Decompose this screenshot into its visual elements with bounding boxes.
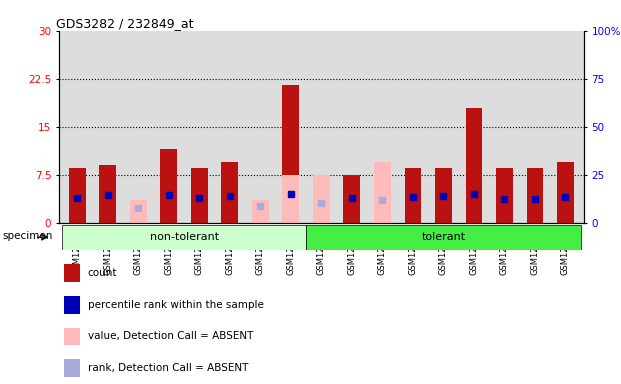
Text: value, Detection Call = ABSENT: value, Detection Call = ABSENT	[88, 331, 253, 341]
Bar	[343, 175, 360, 223]
Bar	[557, 162, 574, 223]
Bar	[191, 168, 207, 223]
Text: tolerant: tolerant	[421, 232, 466, 242]
Bar	[99, 165, 116, 223]
Bar	[435, 168, 452, 223]
Text: non-tolerant: non-tolerant	[150, 232, 219, 242]
Bar	[527, 168, 543, 223]
Text: percentile rank within the sample: percentile rank within the sample	[88, 300, 264, 310]
Bar	[252, 200, 269, 223]
Bar	[374, 162, 391, 223]
Bar	[222, 162, 238, 223]
Bar	[64, 264, 80, 282]
Bar	[62, 225, 306, 250]
Text: count: count	[88, 268, 117, 278]
Bar	[466, 108, 483, 223]
Bar	[283, 85, 299, 223]
Bar	[306, 225, 581, 250]
Bar	[283, 175, 299, 223]
Bar	[64, 328, 80, 345]
Text: specimen: specimen	[3, 231, 53, 241]
Text: rank, Detection Call = ABSENT: rank, Detection Call = ABSENT	[88, 363, 248, 373]
Bar	[130, 200, 147, 223]
Bar	[160, 149, 177, 223]
Bar	[496, 168, 513, 223]
Bar	[69, 168, 86, 223]
Text: GDS3282 / 232849_at: GDS3282 / 232849_at	[57, 17, 194, 30]
Bar	[404, 168, 421, 223]
Bar	[313, 175, 330, 223]
Bar	[64, 359, 80, 377]
Bar	[64, 296, 80, 314]
